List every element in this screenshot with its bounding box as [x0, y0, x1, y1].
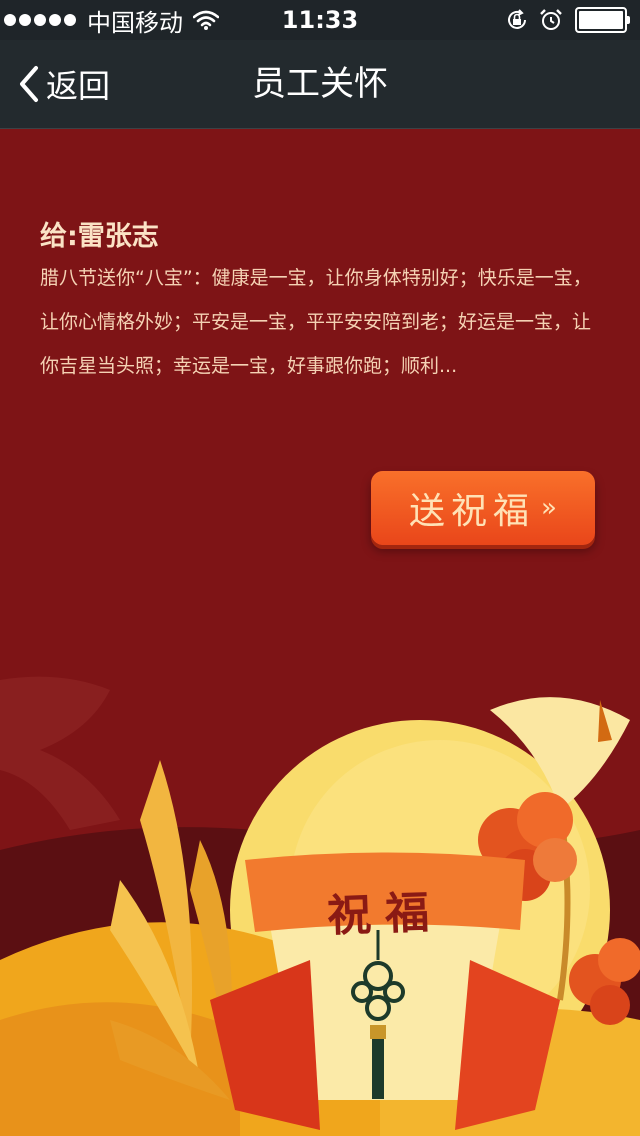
- blessing-card-text: 祝福: [326, 886, 445, 943]
- blessing-box: [210, 852, 560, 1130]
- golden-hill-front: [0, 1002, 240, 1136]
- status-right: [495, 0, 630, 40]
- back-label: 返回: [46, 67, 111, 105]
- signal-dot: [49, 14, 61, 26]
- grass-blade: [140, 760, 192, 1060]
- greeting-message: 腊八节送你“八宝”：健康是一宝，让你身体特别好；快乐是一宝，让你心情格外妙；平安…: [40, 267, 592, 377]
- double-chevron-right-icon: »: [541, 493, 557, 523]
- background-character-shape: [0, 676, 120, 830]
- battery-tip: [627, 16, 630, 24]
- status-time: 11:33: [281, 6, 359, 34]
- nav-bar: 返回 员工关怀: [0, 40, 640, 129]
- grass-blade: [110, 880, 200, 1080]
- signal-dot: [4, 14, 16, 26]
- back-button[interactable]: 返回: [16, 40, 110, 128]
- red-flower: [569, 938, 640, 1025]
- send-blessing-label: 送祝福: [409, 491, 536, 532]
- alarm-icon: [540, 9, 562, 30]
- status-bar: 中国移动 11:33: [0, 0, 640, 40]
- grass-blade: [110, 1020, 230, 1100]
- chevron-left-icon: [20, 66, 38, 102]
- recipient-name: 给:雷张志: [40, 221, 159, 252]
- status-left: 中国移动: [4, 0, 219, 40]
- send-blessing-button[interactable]: 送祝福 »: [371, 471, 595, 545]
- battery-body: [575, 7, 627, 33]
- signal-dot: [19, 14, 31, 26]
- calla-lily-spadix: [598, 700, 612, 742]
- calla-lily-petal: [490, 697, 630, 810]
- carrier-name: 中国移动: [87, 8, 183, 37]
- signal-dot: [64, 14, 76, 26]
- rotation-lock-icon: [508, 9, 526, 29]
- signal-dot: [34, 14, 46, 26]
- signal-dots-icon: [4, 14, 79, 26]
- chinese-knot-ornament: [351, 930, 405, 1099]
- battery-icon: [575, 7, 630, 33]
- battery-level: [579, 11, 623, 29]
- wifi-icon: [193, 10, 219, 30]
- blessing-illustration: [0, 676, 640, 1136]
